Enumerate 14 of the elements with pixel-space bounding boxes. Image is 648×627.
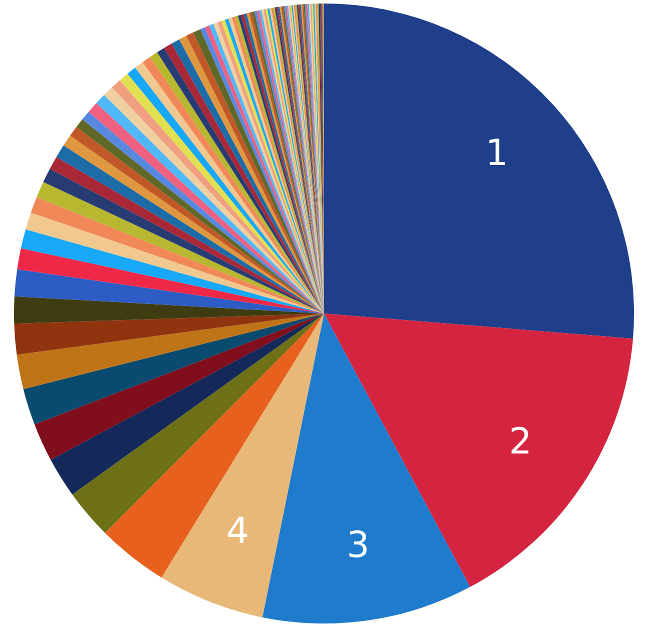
pie-slice xyxy=(161,314,324,618)
pie-slice xyxy=(324,4,634,339)
pie-slice xyxy=(50,314,324,494)
pie-slice xyxy=(105,314,324,578)
pie-slice xyxy=(262,314,470,624)
pie-slice xyxy=(16,314,324,390)
pie-slice xyxy=(34,314,324,460)
pie-slice xyxy=(14,314,324,355)
pie-slice xyxy=(23,314,324,424)
pie-slice xyxy=(324,314,633,587)
slice-label: 1 xyxy=(485,133,508,174)
slice-label: 3 xyxy=(346,525,370,566)
slice-label: 2 xyxy=(509,421,532,462)
slice-label: 4 xyxy=(226,511,250,552)
